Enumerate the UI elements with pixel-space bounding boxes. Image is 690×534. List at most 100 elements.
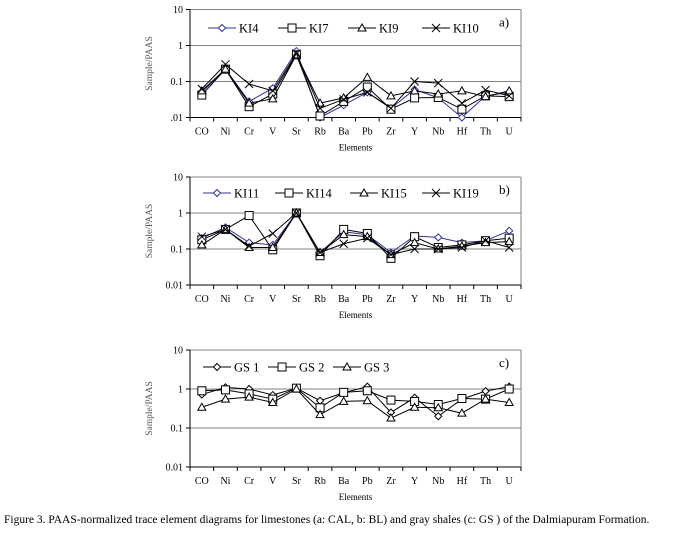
marker-stroke: [431, 188, 441, 198]
data-point: [267, 93, 278, 103]
data-point: [409, 402, 420, 411]
data-point: [244, 79, 254, 89]
marker-stroke: [292, 49, 301, 58]
data-point: [362, 87, 372, 97]
data-point: [480, 91, 491, 101]
data-point: [362, 386, 372, 396]
legend-marker: [284, 188, 294, 198]
data-point: [504, 91, 514, 101]
y-tick-label: 10: [173, 173, 183, 184]
legend-item: KI15: [350, 187, 407, 201]
x-tick-label: V: [269, 294, 277, 305]
legend-label: KI11: [234, 187, 259, 201]
data-point: [338, 396, 349, 405]
x-tick-label: Rb: [314, 127, 326, 138]
x-tick-label: Nb: [432, 294, 444, 305]
data-point: [315, 396, 325, 405]
series-line: [201, 49, 510, 119]
data-point: [315, 103, 325, 113]
figure-caption: Figure 3. PAAS-normalized trace element …: [4, 514, 650, 526]
x-tick-label: Nb: [432, 127, 444, 138]
y-tick-label: 0.1: [171, 245, 184, 256]
data-point: [410, 77, 419, 86]
data-point: [457, 113, 467, 122]
y-axis-label: Sample/PAAS: [145, 381, 155, 436]
data-point: [315, 248, 325, 257]
data-point: [244, 211, 254, 221]
data-point: [339, 239, 349, 249]
data-point: [457, 85, 467, 95]
x-tick-label: Y: [411, 476, 418, 487]
data-point: [481, 236, 490, 246]
legend-item: KI10: [422, 22, 479, 36]
legend-item: KI4: [208, 22, 259, 36]
legend-item: KI11: [203, 187, 259, 201]
x-tick-label: Cr: [244, 294, 255, 305]
series-ki10: [197, 49, 514, 113]
marker-stroke: [268, 229, 278, 238]
x-tick-label: Pb: [362, 127, 373, 138]
x-tick-label: Zr: [386, 127, 396, 138]
legend-label: GS 1: [234, 361, 259, 375]
marker-stroke: [197, 84, 207, 94]
data-point: [362, 395, 373, 405]
legend-label: GS 2: [299, 361, 324, 375]
marker-stroke: [431, 23, 441, 33]
x-tick-label: V: [269, 476, 277, 487]
x-tick-label: Cr: [244, 476, 255, 487]
data-point: [434, 412, 443, 421]
data-point: [386, 90, 396, 100]
legend-marker: [431, 188, 441, 198]
data-point: [362, 233, 372, 243]
x-tick-label: Th: [480, 476, 491, 487]
x-tick-label: Ba: [338, 127, 350, 138]
data-point: [457, 98, 467, 108]
x-tick-label: Hf: [457, 476, 468, 487]
x-tick-label: Zr: [386, 294, 396, 305]
data-point: [410, 244, 419, 254]
series-gs3: [196, 383, 515, 422]
marker-stroke: [315, 103, 325, 113]
x-tick-label: U: [506, 476, 514, 487]
data-point: [244, 392, 254, 401]
data-point: [292, 49, 301, 58]
data-point: [457, 408, 467, 417]
chart-panel-c: 10 1 0.1 0.01 CO Ni Cr V Sr Rb Ba Pb Zr Y Nb Hf Th U Eleme…: [145, 346, 522, 502]
x-tick-label: Zr: [386, 476, 396, 487]
data-point: [409, 237, 420, 247]
marker-stroke: [433, 78, 443, 88]
x-tick-label: Th: [480, 294, 491, 305]
data-point: [457, 243, 467, 252]
y-tick-label: 1: [178, 209, 183, 220]
x-tick-label: Cr: [244, 127, 255, 138]
data-point: [433, 88, 444, 98]
data-point: [434, 233, 443, 242]
data-point: [386, 250, 396, 259]
data-point: [196, 239, 207, 249]
data-point: [244, 98, 254, 107]
legend-marker: [342, 361, 352, 371]
x-tick-label: Th: [480, 127, 491, 138]
y-axis-label: Sample/PAAS: [145, 204, 155, 259]
data-point: [386, 413, 396, 422]
data-point: [315, 409, 325, 419]
marker-stroke: [339, 239, 349, 249]
x-tick-label: CO: [195, 127, 209, 138]
data-point: [196, 402, 207, 411]
data-point: [268, 86, 278, 96]
x-tick-label: Hf: [457, 294, 468, 305]
legend-marker: [212, 362, 222, 372]
marker-stroke: [221, 225, 230, 234]
data-point: [433, 402, 444, 412]
y-tick-label: 1: [178, 385, 183, 396]
y-tick-label: 10: [173, 5, 183, 16]
data-point: [291, 383, 302, 393]
x-tick-label: CO: [195, 476, 209, 487]
data-point: [504, 85, 515, 95]
marker-stroke: [481, 85, 490, 95]
data-point: [244, 241, 254, 251]
data-point: [480, 394, 491, 403]
x-tick-label: Rb: [314, 476, 326, 487]
marker-stroke: [244, 241, 254, 251]
